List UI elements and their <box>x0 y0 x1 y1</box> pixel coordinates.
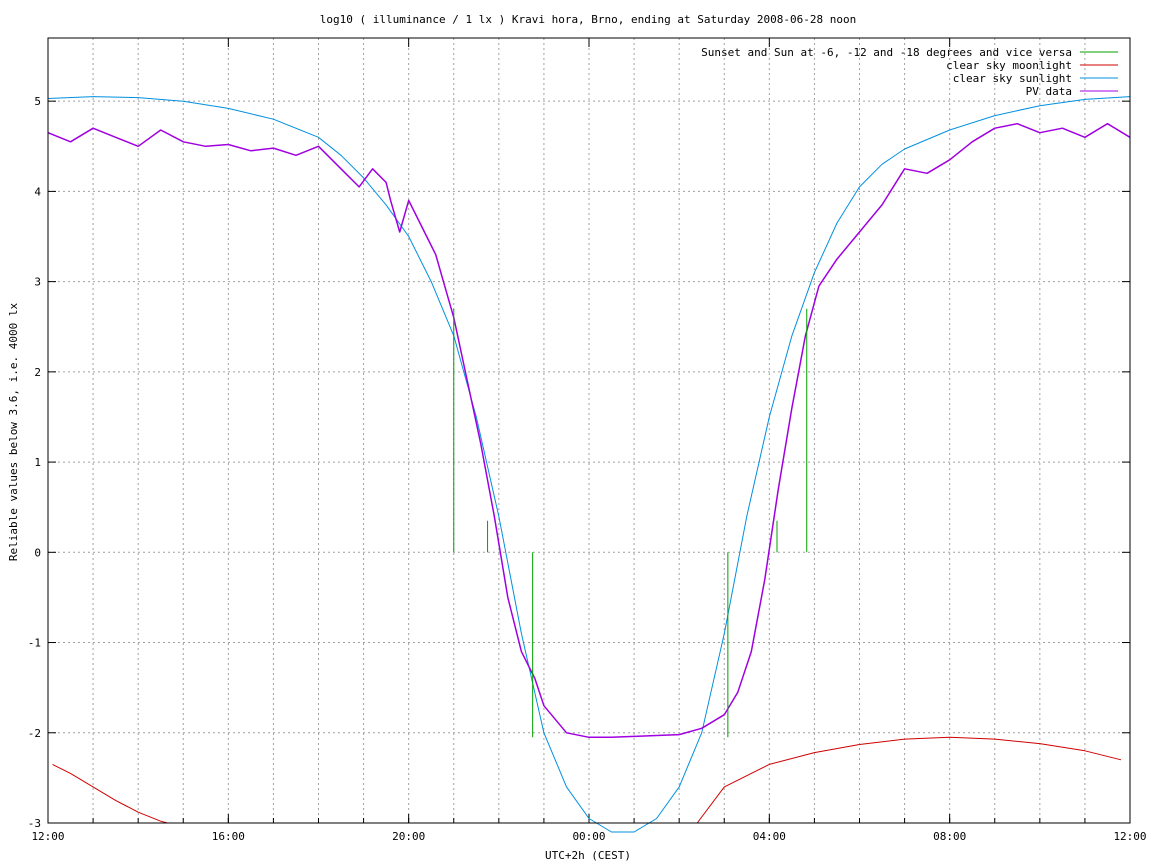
y-tick-label: 4 <box>34 185 41 198</box>
y-tick-label: 5 <box>34 95 41 108</box>
grid-lines <box>48 38 1130 823</box>
x-tick-label: 12:00 <box>1113 830 1146 843</box>
series-pv-data <box>47 122 1131 739</box>
x-tick-label: 08:00 <box>933 830 966 843</box>
y-axis-label: Reliable values below 3.6, i.e. 4000 lx <box>7 302 20 561</box>
x-tick-label: 20:00 <box>392 830 425 843</box>
legend: Sunset and Sun at -6, -12 and -18 degree… <box>701 46 1118 98</box>
plot-frame <box>47 37 1131 824</box>
x-tick-label: 04:00 <box>753 830 786 843</box>
y-tick-label: -2 <box>28 727 41 740</box>
y-tick-label: 0 <box>34 546 41 559</box>
y-tick-label: -1 <box>28 637 41 650</box>
x-axis-label: UTC+2h (CEST) <box>545 849 631 862</box>
y-tick-label: 1 <box>34 456 41 469</box>
axis-ticks: -3 -2 -1 0 1 2 3 4 5 12:00 16:00 20:00 00:00 04:00 08:… <box>28 38 1147 843</box>
series-clear-sky-moonlight <box>696 736 1122 824</box>
legend-label: PV data <box>1026 85 1072 98</box>
chart-title: log10 ( illuminance / 1 lx ) Kravi hora,… <box>320 13 856 26</box>
y-tick-label: 3 <box>34 276 41 289</box>
x-tick-label: 12:00 <box>31 830 64 843</box>
series-clear-sky-sunlight <box>47 96 1131 833</box>
x-tick-label: 16:00 <box>212 830 245 843</box>
x-tick-label: 00:00 <box>572 830 605 843</box>
legend-label: Sunset and Sun at -6, -12 and -18 degree… <box>701 46 1072 59</box>
series-clear-sky-moonlight <box>52 763 168 824</box>
series-layer <box>47 96 1131 833</box>
legend-label: clear sky sunlight <box>953 72 1072 85</box>
y-tick-label: -3 <box>28 817 41 830</box>
legend-label: clear sky moonlight <box>946 59 1072 72</box>
y-tick-label: 2 <box>34 366 41 379</box>
